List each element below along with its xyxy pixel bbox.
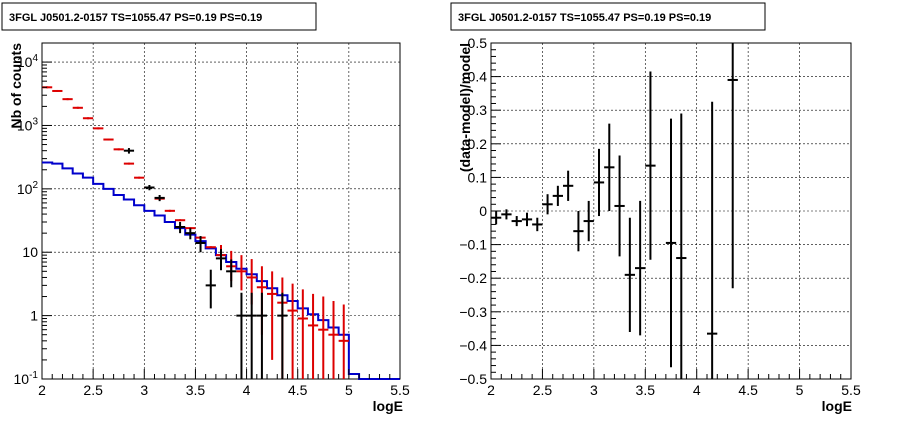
right-ylabel: (data-model)/model (457, 43, 473, 172)
right-title: 3FGL J0501.2-0157 TS=1055.47 PS=0.19 PS=… (458, 12, 711, 24)
left-xtick-label: 2.5 (83, 382, 103, 398)
left-ytick-label: 102 (17, 180, 39, 197)
right-ytick-label: −0.3 (459, 304, 487, 320)
right-ytick-label: 0.4 (468, 69, 488, 85)
left-ytick-label: 10-1 (14, 370, 39, 387)
right-series-0 (491, 43, 738, 379)
right-ytick-label: −0.4 (459, 337, 487, 353)
right-xtick-label: 3 (590, 382, 598, 398)
left-ytick-label: 10 (22, 244, 38, 260)
left-ylabel: Nb of counts (8, 43, 24, 129)
right-marks (491, 43, 738, 379)
left-ytick-exponent: 2 (32, 180, 38, 191)
right-xlabel: logE (822, 398, 852, 414)
left-plot-frame (41, 42, 401, 380)
right-xtick-label: 3.5 (636, 382, 656, 398)
left-xtick-label: 4 (243, 382, 251, 398)
right-ytick-label: 0.1 (468, 169, 488, 185)
left-xtick-label: 5.5 (390, 382, 410, 398)
right-xtick-label: 2.5 (533, 382, 553, 398)
left-xtick-label: 2 (38, 382, 46, 398)
left-title: 3FGL J0501.2-0157 TS=1055.47 PS=0.19 PS=… (9, 12, 262, 24)
left-ytick-exponent: 4 (32, 53, 38, 64)
right-xtick-label: 4.5 (738, 382, 758, 398)
right-ytick-label: 0.3 (468, 102, 488, 118)
left-xtick-label: 4.5 (288, 382, 308, 398)
left-marks (42, 86, 400, 380)
right-ytick-label: −0.1 (459, 237, 487, 253)
right-ytick-label: −0.2 (459, 270, 487, 286)
right-ticks: 2 2.5 3 3.5 4 4.5 5 5.5 −0.5 −0.4 −0.3 −0.2 −0.1 0 0.1… (459, 35, 861, 398)
left-ytick-exponent: 3 (32, 116, 38, 127)
right-panel: 2 2.5 3 3.5 4 4.5 5 5.5 −0.5 −0.4 −0.3 −0.2 −0.1 0 0.1… (450, 2, 861, 414)
right-xtick-label: 5 (796, 382, 804, 398)
left-ytick-exponent: -1 (29, 370, 38, 381)
left-ytick-label: 1 (30, 308, 38, 324)
right-title-box (450, 2, 766, 31)
left-model-step-line (42, 161, 400, 380)
left-series-2 (123, 148, 288, 379)
right-xtick-label: 5.5 (841, 382, 861, 398)
right-ytick-label: 0 (479, 203, 487, 219)
left-grid (42, 43, 400, 379)
left-title-box (1, 2, 317, 31)
right-ytick-label: 0.2 (468, 136, 488, 152)
left-xlabel: logE (373, 398, 403, 414)
right-ytick-label: 0.5 (468, 35, 488, 51)
right-xtick-label: 2 (487, 382, 495, 398)
right-ytick-label: −0.5 (459, 371, 487, 387)
left-xtick-label: 3.5 (186, 382, 206, 398)
left-xtick-label: 3 (140, 382, 148, 398)
left-xtick-label: 5 (345, 382, 353, 398)
right-xtick-label: 4 (693, 382, 701, 398)
